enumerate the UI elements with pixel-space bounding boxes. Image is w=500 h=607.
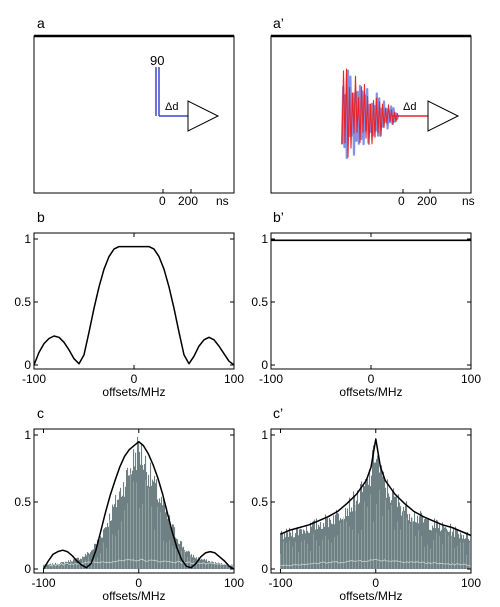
time-label-0-a: 0 bbox=[159, 194, 166, 208]
chart-b-ytick-label: 0.5 bbox=[14, 295, 31, 309]
shaped-pulse-component-red bbox=[341, 68, 399, 158]
chart-b-prime-xtick-label: 0 bbox=[368, 372, 375, 386]
chart-c-response-line bbox=[42, 440, 235, 570]
chart-b-prime-ytick-label: 0.5 bbox=[251, 295, 268, 309]
detector-triangle-a bbox=[187, 100, 220, 132]
chart-c-prime-response-line bbox=[280, 438, 472, 537]
panel-label-c: c bbox=[37, 405, 44, 421]
chart-c-prime-xtick-label: 0 bbox=[372, 576, 379, 590]
chart-c-xtick-label: -100 bbox=[32, 576, 56, 590]
panel-label-a: a bbox=[37, 15, 45, 31]
chart-b-response-line bbox=[33, 245, 235, 366]
chart-b-xtick-label: 0 bbox=[131, 372, 138, 386]
panel-label-b-prime: b’ bbox=[273, 209, 284, 225]
time-label-200-a: 200 bbox=[178, 194, 198, 208]
chart-c-xtick-label: 0 bbox=[135, 576, 142, 590]
chart-b-ytick-label: 0 bbox=[24, 358, 31, 372]
chart-b-prime-xtick-label: -100 bbox=[259, 372, 283, 386]
panel-a-prime: a’ Δd 0 200 ns bbox=[270, 15, 475, 208]
chart-b-prime-xtick-label: 100 bbox=[461, 372, 481, 386]
chart-c-prime-axes-frame bbox=[270, 428, 472, 574]
chart-c-xtick-label: 100 bbox=[224, 576, 244, 590]
chart-b-xtick-label: 100 bbox=[224, 372, 244, 386]
chart-c-prime-baseline-noise bbox=[280, 558, 471, 567]
chart-c-prime-ytick-label: 0.5 bbox=[251, 495, 268, 509]
time-unit-a-prime: ns bbox=[462, 194, 475, 208]
chart-b-xlabel: offsets/MHz bbox=[102, 385, 165, 399]
shaped-pulse-waveform bbox=[340, 68, 400, 160]
chart-c-xlabel: offsets/MHz bbox=[102, 589, 165, 603]
chart-c-prime-ytick-label: 1 bbox=[261, 428, 268, 442]
panel-a: a 90 Δd 0 200 ns bbox=[33, 15, 235, 208]
chart-b-prime-ytick-label: 0 bbox=[261, 358, 268, 372]
chart-c-prime-xlabel: offsets/MHz bbox=[339, 589, 402, 603]
panel-label-b: b bbox=[37, 209, 45, 225]
pulse-90-element bbox=[155, 67, 188, 117]
panel-label-c-prime: c’ bbox=[273, 405, 283, 421]
chart-c-ytick-label: 1 bbox=[24, 428, 31, 442]
chart-c-axes-frame bbox=[33, 428, 235, 574]
chart-c-prime-xtick-label: -100 bbox=[269, 576, 293, 590]
chart-b-prime-xlabel: offsets/MHz bbox=[339, 385, 402, 399]
time-label-200-a-prime: 200 bbox=[417, 194, 437, 208]
chart-b-ytick-label: 1 bbox=[24, 232, 31, 246]
pulse-90-label: 90 bbox=[150, 53, 164, 68]
chart-c-prime-spectrum-fill bbox=[279, 445, 472, 569]
panel-label-a-prime: a’ bbox=[273, 15, 284, 31]
chart-b-xtick-label: -100 bbox=[22, 372, 46, 386]
chart-b-prime-ytick-label: 1 bbox=[261, 232, 268, 246]
detector-triangle-a-prime bbox=[427, 100, 460, 132]
time-unit-a: ns bbox=[216, 194, 229, 208]
chart-c-prime-xtick-label: 100 bbox=[461, 576, 481, 590]
chart-c-ytick-label: 0.5 bbox=[14, 495, 31, 509]
chart-c-ytick-label: 0 bbox=[24, 562, 31, 576]
delay-label-a-prime: Δd bbox=[403, 101, 416, 113]
time-label-0-a-prime: 0 bbox=[398, 194, 405, 208]
chart-c-prime-ytick-label: 0 bbox=[261, 562, 268, 576]
chart-c-baseline-noise bbox=[43, 558, 234, 567]
delay-label-a: Δd bbox=[165, 101, 178, 113]
